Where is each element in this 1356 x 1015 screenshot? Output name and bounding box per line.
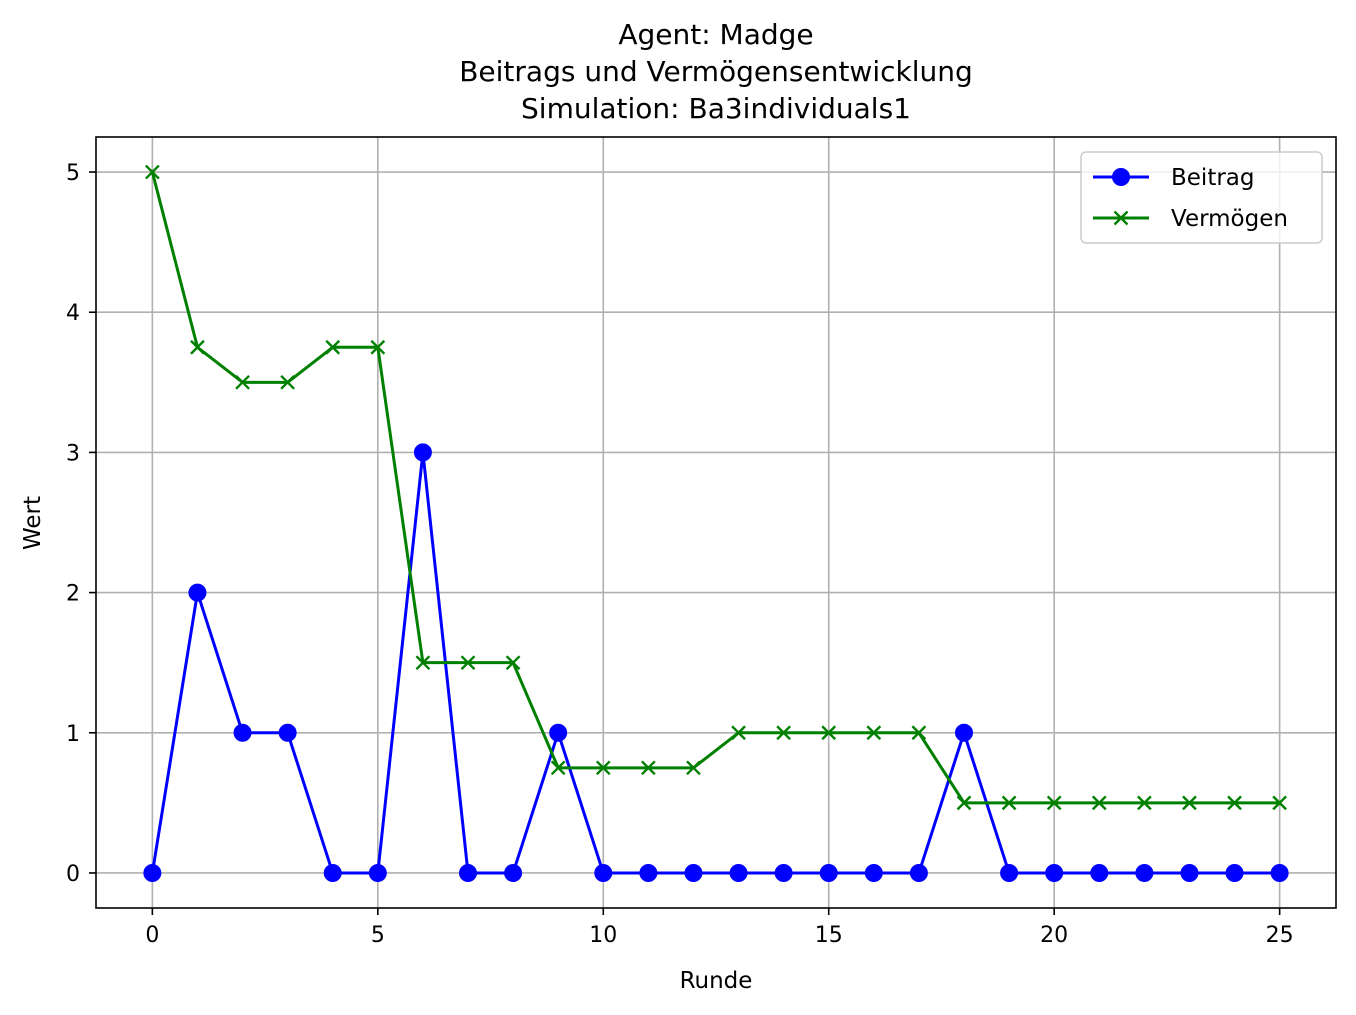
series-beitrag xyxy=(143,443,1289,882)
data-point-beitrag xyxy=(278,723,297,742)
data-point-beitrag xyxy=(323,863,342,882)
data-point-beitrag xyxy=(684,863,703,882)
data-point-beitrag xyxy=(188,583,207,602)
data-point-beitrag xyxy=(1135,863,1154,882)
data-point-beitrag xyxy=(639,863,658,882)
data-point-verm-gen xyxy=(1091,795,1107,811)
y-tick-label: 0 xyxy=(66,862,80,887)
series-verm-gen xyxy=(145,164,1287,811)
data-point-beitrag xyxy=(413,443,432,462)
plot-series xyxy=(143,164,1289,882)
data-point-verm-gen xyxy=(821,725,837,741)
data-point-beitrag xyxy=(1270,863,1289,882)
chart-title-line: Agent: Madge xyxy=(618,18,813,51)
y-tick-label: 5 xyxy=(66,161,80,186)
data-point-beitrag xyxy=(909,863,928,882)
y-tick-label: 1 xyxy=(66,722,80,747)
data-point-verm-gen xyxy=(415,655,431,671)
data-point-beitrag xyxy=(1090,863,1109,882)
data-point-beitrag xyxy=(729,863,748,882)
data-point-verm-gen xyxy=(1272,795,1287,811)
x-tick-label: 0 xyxy=(145,923,159,948)
data-point-verm-gen xyxy=(911,725,927,741)
data-point-beitrag xyxy=(955,723,973,742)
data-point-verm-gen xyxy=(866,725,882,741)
data-point-beitrag xyxy=(549,723,568,742)
chart-title: Agent: Madge Beitrags und Vermögensentwic… xyxy=(459,18,973,125)
data-point-verm-gen xyxy=(641,760,656,776)
data-point-verm-gen xyxy=(1137,795,1152,811)
x-tick-label: 15 xyxy=(815,923,843,948)
data-point-verm-gen xyxy=(1001,795,1017,811)
legend-label-beitrag: Beitrag xyxy=(1171,165,1255,191)
legend-marker-verm-gen xyxy=(1113,210,1129,226)
data-point-beitrag xyxy=(504,863,523,882)
series-line-beitrag xyxy=(150,450,1280,875)
data-point-verm-gen xyxy=(280,374,295,390)
data-point-verm-gen xyxy=(325,339,341,355)
data-point-verm-gen xyxy=(1182,795,1197,811)
data-point-verm-gen xyxy=(505,655,521,671)
y-tick-label: 2 xyxy=(66,582,80,607)
y-axis-label: Wert xyxy=(20,496,46,550)
data-point-beitrag xyxy=(774,863,793,882)
data-point-verm-gen xyxy=(686,760,701,776)
y-tick-label: 3 xyxy=(66,441,80,466)
legend-marker-beitrag xyxy=(1112,168,1130,186)
plot-frame xyxy=(95,136,1337,909)
data-point-verm-gen xyxy=(1227,795,1242,811)
legend-box xyxy=(1080,151,1323,244)
data-point-verm-gen xyxy=(956,795,972,811)
data-point-beitrag xyxy=(1045,863,1064,882)
data-point-verm-gen xyxy=(1046,795,1062,811)
data-point-verm-gen xyxy=(550,760,566,776)
data-point-beitrag xyxy=(143,863,162,882)
data-point-beitrag xyxy=(368,863,387,882)
data-point-beitrag xyxy=(233,723,252,742)
data-point-verm-gen xyxy=(776,725,791,741)
x-tick-label: 25 xyxy=(1266,923,1294,948)
x-axis-label: Runde xyxy=(680,968,753,994)
data-point-verm-gen xyxy=(595,760,611,776)
data-point-beitrag xyxy=(1000,863,1019,882)
data-point-beitrag xyxy=(1180,863,1199,882)
legend-label-verm-gen: Vermögen xyxy=(1171,206,1288,232)
data-point-verm-gen xyxy=(460,655,476,671)
data-point-beitrag xyxy=(819,863,838,882)
data-point-beitrag xyxy=(459,863,477,882)
x-tick-label: 5 xyxy=(371,923,385,948)
legend: Beitrag Vermögen xyxy=(1080,151,1323,244)
data-point-beitrag xyxy=(864,863,883,882)
data-point-verm-gen xyxy=(145,164,160,180)
chart-title-line: Simulation: Ba3individuals1 xyxy=(521,92,911,125)
data-point-verm-gen xyxy=(370,339,386,355)
x-axis-ticks: 0 5 10 15 20 25 xyxy=(145,908,1294,948)
x-tick-label: 10 xyxy=(589,923,617,948)
data-point-verm-gen xyxy=(190,339,205,355)
y-tick-label: 4 xyxy=(66,301,80,326)
y-axis-ticks: 0 1 2 3 4 5 xyxy=(66,161,96,887)
data-point-verm-gen xyxy=(731,725,746,741)
x-tick-label: 20 xyxy=(1040,923,1068,948)
data-point-verm-gen xyxy=(235,374,250,390)
grid xyxy=(96,137,1336,908)
chart-title-line: Beitrags und Vermögensentwicklung xyxy=(459,55,973,88)
data-point-beitrag xyxy=(1225,863,1244,882)
series-line-verm-gen xyxy=(150,171,1280,805)
data-point-beitrag xyxy=(594,863,613,882)
